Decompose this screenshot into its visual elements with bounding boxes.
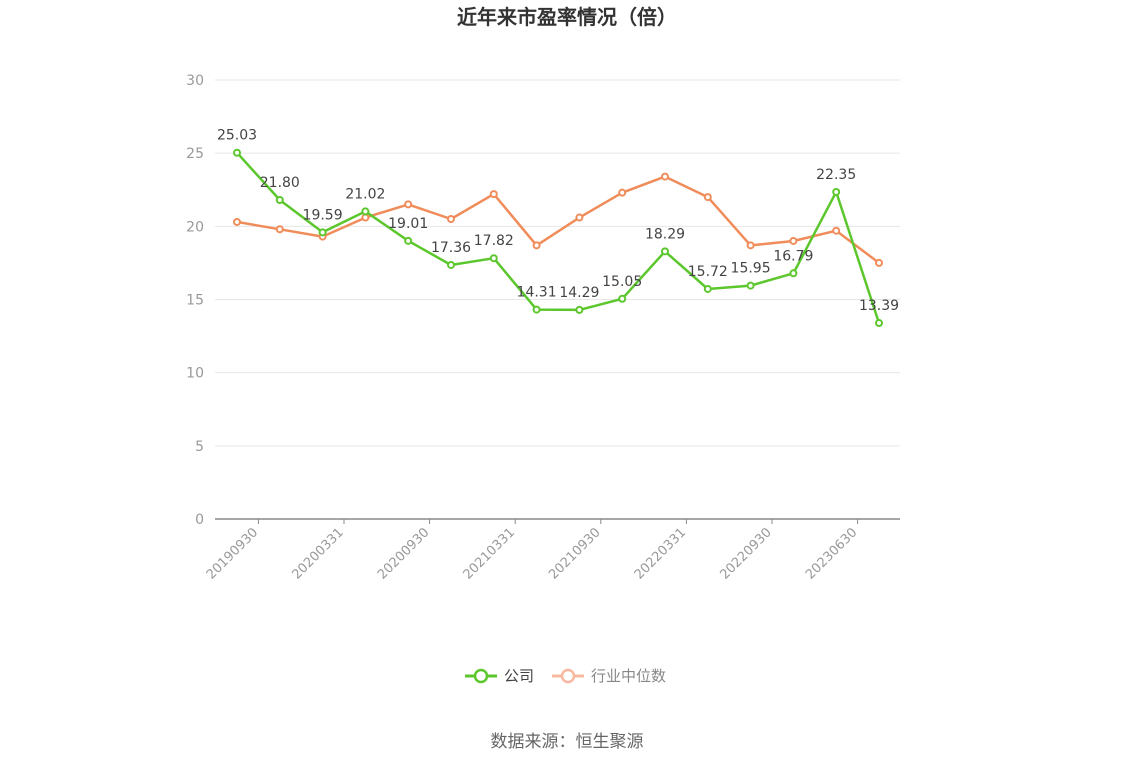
legend-label-industry-median: 行业中位数 <box>591 667 666 685</box>
series-line-0 <box>236 151 881 324</box>
data-point[interactable] <box>661 247 669 256</box>
data-label: 16.79 <box>773 248 813 264</box>
data-point[interactable] <box>489 190 498 199</box>
data-point[interactable] <box>746 241 755 250</box>
data-label: 21.02 <box>345 186 385 202</box>
data-point[interactable] <box>575 213 584 222</box>
legend: 公司 行业中位数 <box>465 667 666 685</box>
data-label: 13.39 <box>859 298 899 314</box>
data-label: 15.72 <box>688 264 728 280</box>
data-point[interactable] <box>789 236 798 245</box>
data-label: 15.05 <box>602 274 642 290</box>
data-point[interactable] <box>318 228 327 237</box>
series-points <box>233 148 883 328</box>
legend-item-company[interactable]: 公司 <box>465 667 534 685</box>
data-point[interactable] <box>447 260 455 269</box>
data-label: 25.03 <box>217 128 257 144</box>
legend-marker-industry-median <box>560 668 576 684</box>
data-label: 17.82 <box>474 233 514 249</box>
y-tick-label: 10 <box>186 366 204 382</box>
series-line-1 <box>236 175 880 264</box>
data-label: 17.36 <box>431 240 471 256</box>
data-point[interactable] <box>618 188 627 197</box>
data-point[interactable] <box>404 236 413 245</box>
data-point[interactable] <box>661 172 669 181</box>
data-label: 14.29 <box>559 285 599 301</box>
data-point[interactable] <box>275 195 284 204</box>
y-tick-label: 0 <box>195 512 204 528</box>
data-point[interactable] <box>275 225 284 234</box>
y-tick-label: 25 <box>186 146 204 162</box>
data-label: 14.31 <box>517 285 557 301</box>
data-point[interactable] <box>832 226 841 235</box>
data-label: 21.80 <box>260 175 300 191</box>
legend-item-industry-median[interactable]: 行业中位数 <box>552 667 666 685</box>
y-tick-label: 30 <box>186 73 204 89</box>
data-point[interactable] <box>875 258 883 267</box>
data-point[interactable] <box>361 213 370 222</box>
y-tick-label: 5 <box>195 439 204 455</box>
data-point[interactable] <box>746 281 755 290</box>
y-tick-label: 15 <box>186 293 204 309</box>
x-tick-label: 20190930 <box>204 525 261 582</box>
data-point[interactable] <box>489 254 498 263</box>
data-point[interactable] <box>404 200 413 209</box>
data-point[interactable] <box>532 241 541 250</box>
x-tick-label: 20210930 <box>546 525 603 582</box>
y-tick-label: 20 <box>186 219 204 235</box>
data-label: 19.01 <box>388 216 428 232</box>
x-tick-label: 20200930 <box>375 525 432 582</box>
chart-title: 近年来市盈率情况（倍） <box>457 5 677 29</box>
x-tick-label: 20200331 <box>289 525 346 582</box>
data-point[interactable] <box>789 269 798 278</box>
data-source: 数据来源：恒生聚源 <box>491 732 644 752</box>
x-tick-label: 20230630 <box>803 525 860 582</box>
data-point[interactable] <box>532 305 541 314</box>
x-tick-label: 20220331 <box>632 525 689 582</box>
data-point[interactable] <box>447 215 455 224</box>
data-point[interactable] <box>832 187 841 196</box>
data-point[interactable] <box>875 319 883 328</box>
grid-lines <box>215 79 900 447</box>
legend-label-company: 公司 <box>504 667 534 685</box>
data-label: 18.29 <box>645 226 685 242</box>
data-label: 15.95 <box>731 261 771 277</box>
data-point[interactable] <box>703 284 712 293</box>
data-label: 19.59 <box>303 207 343 223</box>
y-axis-ticks: 0 5 10 15 20 25 30 <box>186 73 204 528</box>
data-point[interactable] <box>361 207 370 216</box>
data-label: 22.35 <box>816 167 856 183</box>
data-point[interactable] <box>233 217 241 226</box>
data-point[interactable] <box>233 148 241 157</box>
x-tick-label: 20220930 <box>717 525 774 582</box>
data-point[interactable] <box>618 294 627 303</box>
data-point[interactable] <box>575 305 584 314</box>
legend-marker-company <box>473 668 489 684</box>
x-tick-label: 20210331 <box>461 525 518 582</box>
data-point[interactable] <box>703 193 712 202</box>
series-lines <box>236 151 881 324</box>
x-axis-ticks: 20190930 20200331 20200930 20210331 20210930… <box>204 519 860 583</box>
